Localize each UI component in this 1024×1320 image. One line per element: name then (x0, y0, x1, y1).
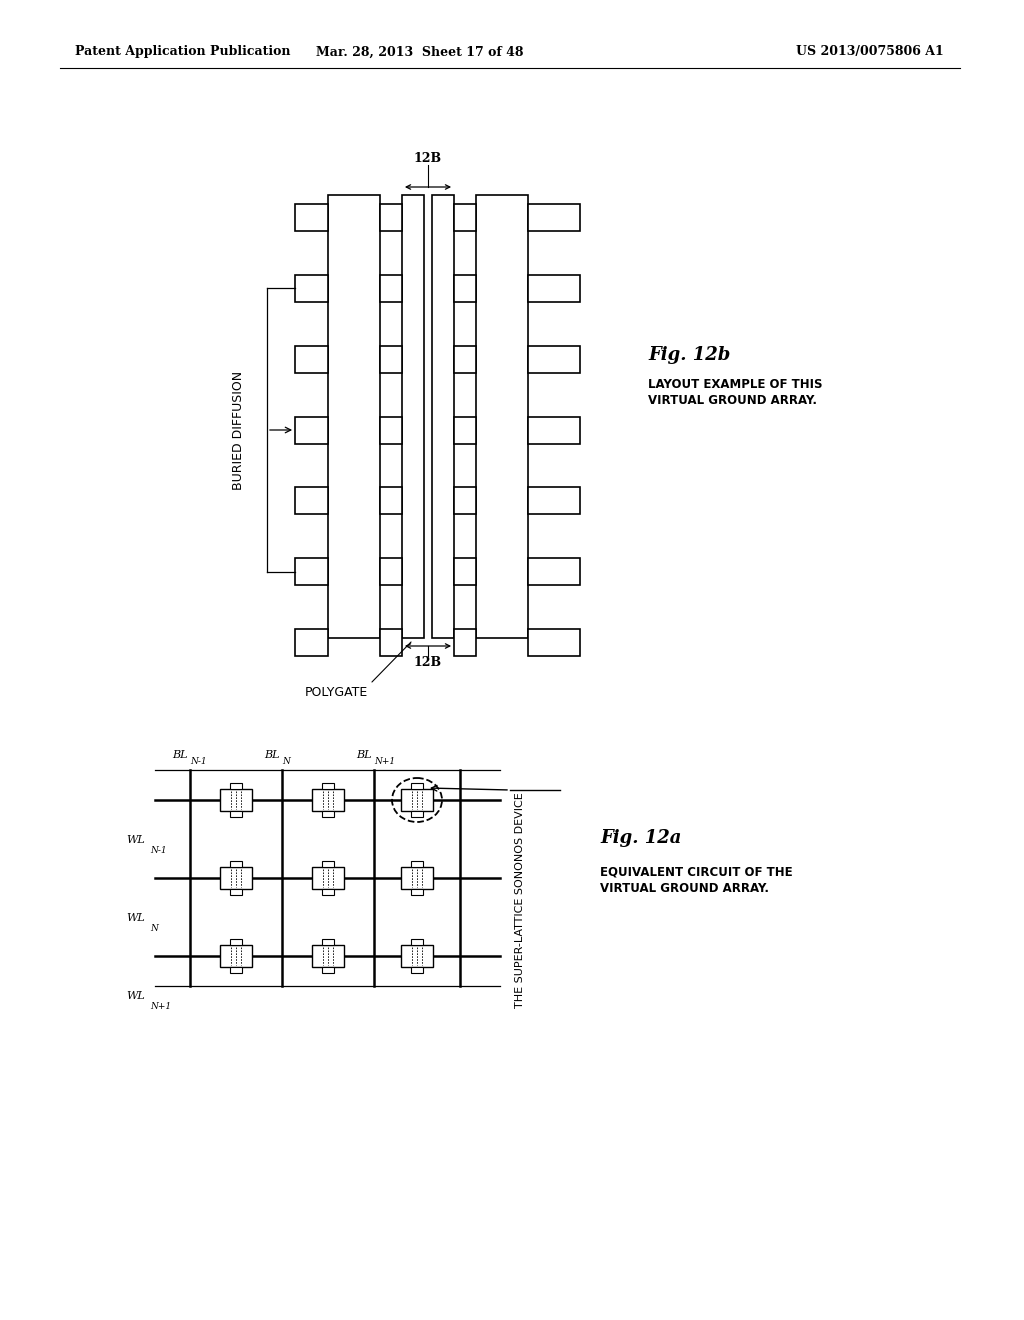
Bar (380, 487, 402, 515)
Bar (476, 195, 528, 638)
Text: 12B: 12B (414, 152, 442, 165)
Bar (401, 789, 433, 810)
Bar (295, 346, 328, 372)
Bar (220, 945, 252, 968)
Text: VIRTUAL GROUND ARRAY.: VIRTUAL GROUND ARRAY. (600, 882, 769, 895)
Bar (411, 968, 423, 973)
Bar (230, 861, 242, 867)
Text: N: N (150, 924, 158, 933)
Bar (295, 630, 328, 656)
Bar (454, 630, 476, 656)
Text: POLYGATE: POLYGATE (305, 686, 368, 700)
Bar (380, 275, 402, 302)
Bar (411, 861, 423, 867)
Bar (322, 861, 334, 867)
Bar (295, 487, 328, 515)
Text: 12B: 12B (414, 656, 442, 669)
Bar (220, 867, 252, 888)
Bar (454, 487, 476, 515)
Text: VIRTUAL GROUND ARRAY.: VIRTUAL GROUND ARRAY. (648, 395, 817, 408)
Bar (322, 810, 334, 817)
Text: Patent Application Publication: Patent Application Publication (75, 45, 291, 58)
Bar (295, 558, 328, 585)
Bar (528, 487, 580, 515)
Text: BL: BL (172, 750, 188, 760)
Bar (528, 346, 580, 372)
Text: BL: BL (356, 750, 372, 760)
Bar (295, 417, 328, 444)
Text: N-1: N-1 (150, 846, 167, 855)
Bar (380, 417, 402, 444)
Bar (230, 968, 242, 973)
Bar (528, 417, 580, 444)
Bar (328, 195, 380, 638)
Bar (401, 867, 433, 888)
Bar (528, 630, 580, 656)
Bar (322, 888, 334, 895)
Bar (230, 783, 242, 789)
Bar (401, 945, 433, 968)
Bar (411, 888, 423, 895)
Bar (528, 205, 580, 231)
Text: Fig. 12b: Fig. 12b (648, 346, 730, 364)
Text: N-1: N-1 (190, 756, 207, 766)
Text: Mar. 28, 2013  Sheet 17 of 48: Mar. 28, 2013 Sheet 17 of 48 (316, 45, 523, 58)
Bar (528, 558, 580, 585)
Bar (322, 968, 334, 973)
Bar (295, 205, 328, 231)
Text: LAYOUT EXAMPLE OF THIS: LAYOUT EXAMPLE OF THIS (648, 379, 822, 392)
Bar (380, 346, 402, 372)
Bar (411, 783, 423, 789)
Text: WL: WL (126, 991, 145, 1001)
Bar (380, 630, 402, 656)
Bar (454, 275, 476, 302)
Text: WL: WL (126, 913, 145, 923)
Bar (295, 275, 328, 302)
Text: BURIED DIFFUSION: BURIED DIFFUSION (231, 371, 245, 490)
Bar (220, 789, 252, 810)
Bar (411, 810, 423, 817)
Bar (411, 939, 423, 945)
Bar (454, 417, 476, 444)
Bar (230, 810, 242, 817)
Bar (322, 939, 334, 945)
Bar (402, 195, 424, 638)
Text: N+1: N+1 (374, 756, 395, 766)
Text: WL: WL (126, 836, 145, 845)
Bar (312, 867, 344, 888)
Bar (312, 789, 344, 810)
Bar (380, 205, 402, 231)
Bar (312, 945, 344, 968)
Text: N+1: N+1 (150, 1002, 171, 1011)
Bar (454, 205, 476, 231)
Text: BL: BL (264, 750, 280, 760)
Bar (322, 783, 334, 789)
Bar (454, 558, 476, 585)
Bar (230, 888, 242, 895)
Text: THE SUPER-LATTICE SONONOS DEVICE: THE SUPER-LATTICE SONONOS DEVICE (515, 792, 525, 1008)
Bar (230, 939, 242, 945)
Text: Fig. 12a: Fig. 12a (600, 829, 681, 847)
Bar (380, 558, 402, 585)
Text: US 2013/0075806 A1: US 2013/0075806 A1 (796, 45, 944, 58)
Bar (528, 275, 580, 302)
Text: N: N (282, 756, 290, 766)
Bar (432, 195, 454, 638)
Text: EQUIVALENT CIRCUIT OF THE: EQUIVALENT CIRCUIT OF THE (600, 866, 793, 879)
Bar (454, 346, 476, 372)
